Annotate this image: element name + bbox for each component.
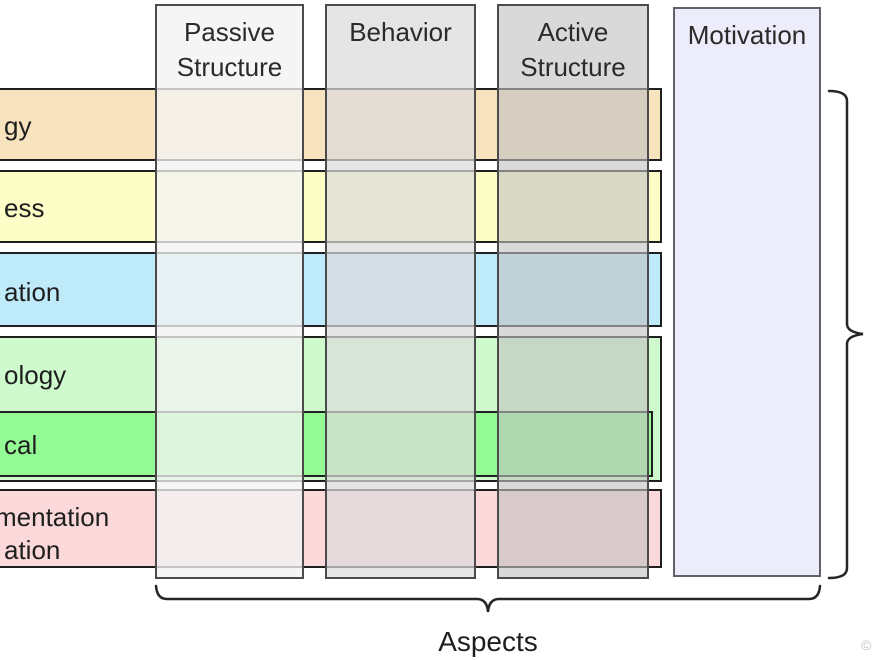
column-passive-structure: Passive Structure: [155, 4, 304, 579]
column-header-line: Passive: [183, 17, 276, 47]
column-header-line: Structure: [176, 52, 283, 82]
aspects-label: Aspects: [438, 626, 538, 657]
row-label-physical: cal: [4, 430, 38, 460]
column-header-motivation: Motivation: [675, 9, 819, 53]
layers-brace: [827, 89, 864, 580]
column-motivation: Motivation: [673, 7, 821, 577]
row-label-technology: ology: [4, 360, 67, 390]
row-label-application: ation: [4, 277, 61, 307]
column-header-line: Structure: [520, 52, 626, 82]
aspects-brace: [154, 584, 822, 613]
column-header-line: Active: [537, 17, 609, 47]
column-header-passive-structure: Passive Structure: [157, 6, 302, 85]
row-label-migration: ation: [4, 535, 61, 565]
row-label-implementation: mentation: [0, 502, 110, 532]
row-label-business: ess: [4, 193, 45, 223]
column-behavior: Behavior: [325, 4, 476, 579]
column-header-line: Motivation: [687, 20, 807, 50]
column-active-structure: Active Structure: [497, 4, 649, 579]
column-header-active-structure: Active Structure: [499, 6, 647, 85]
column-header-line: Behavior: [349, 17, 452, 47]
row-label-strategy: gy: [4, 111, 32, 141]
copyright-icon: ©: [861, 637, 872, 653]
column-header-behavior: Behavior: [327, 6, 474, 50]
